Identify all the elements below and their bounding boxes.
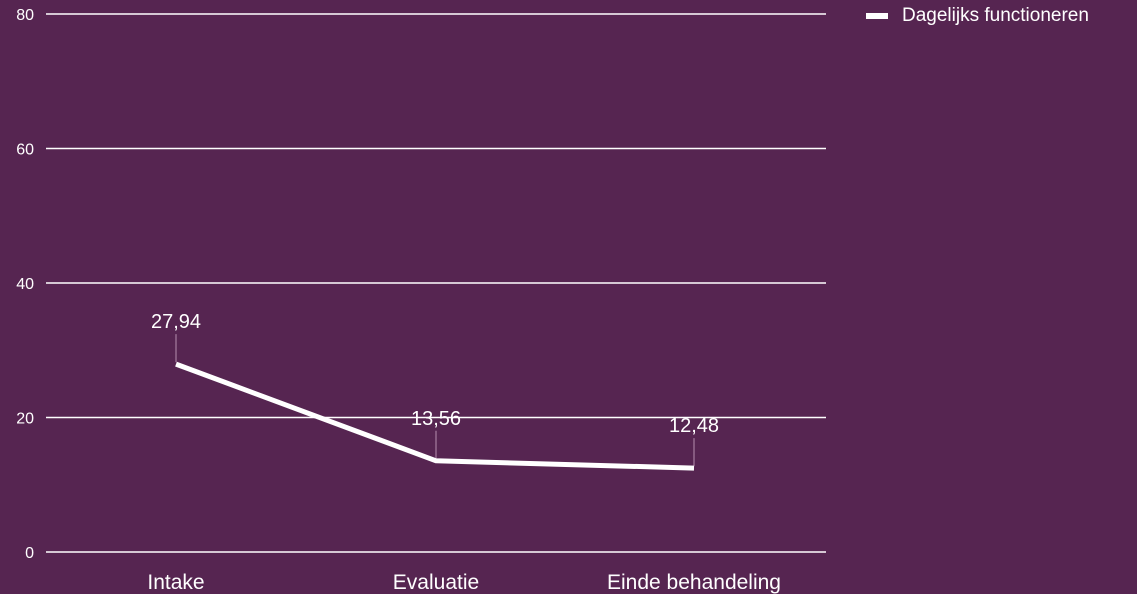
y-tick-label: 80 (16, 7, 34, 24)
data-label: 12,48 (669, 415, 719, 437)
y-tick-label: 0 (25, 545, 34, 562)
data-label: 13,56 (411, 408, 461, 430)
x-tick-label: Einde behandeling (607, 571, 781, 594)
data-label: 27,94 (151, 311, 201, 333)
x-tick-label: Intake (147, 571, 204, 594)
y-tick-label: 20 (16, 411, 34, 428)
y-tick-label: 60 (16, 142, 34, 159)
x-tick-label: Evaluatie (393, 571, 479, 594)
y-tick-label: 40 (16, 276, 34, 293)
legend-label: Dagelijks functioneren (902, 5, 1089, 26)
legend[interactable]: Dagelijks functioneren (866, 5, 1089, 27)
legend-swatch (866, 13, 888, 19)
